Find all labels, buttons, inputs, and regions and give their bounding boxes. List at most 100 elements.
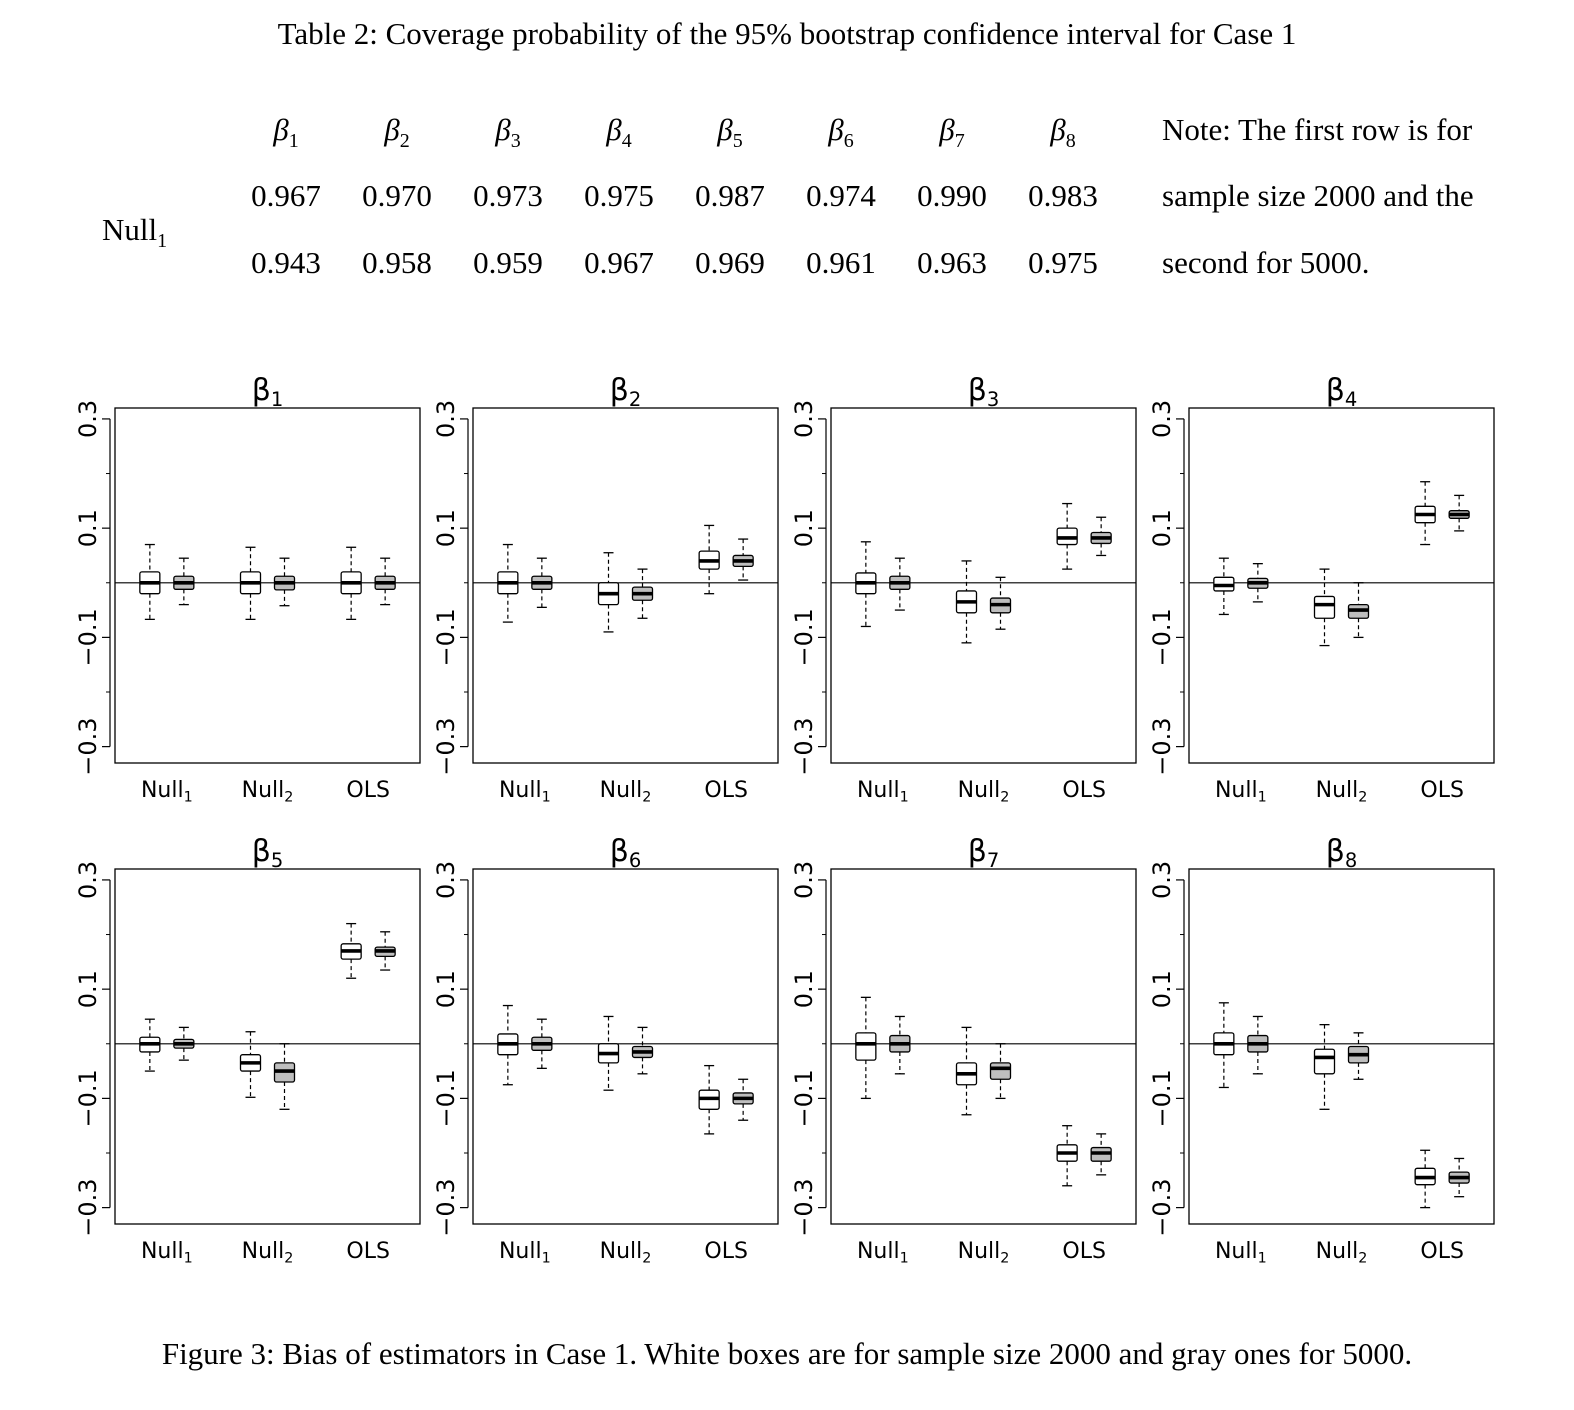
y-tick-label: 0.3	[74, 400, 102, 438]
x-category-label: OLS	[1062, 778, 1106, 803]
box-5000	[989, 576, 1012, 630]
x-category-label: Null1	[857, 1239, 909, 1266]
y-tick-label: −0.3	[790, 1178, 818, 1236]
box-iqr	[989, 1062, 1012, 1080]
table-header-cell: β5	[717, 112, 743, 153]
boxplot-panel: β6 0.3 0.1 −0.1 −0.3 Null1 Null2 OLS	[432, 834, 779, 1266]
box-2000	[955, 1026, 978, 1116]
box-2000	[1414, 1149, 1436, 1209]
y-tick-label: 0.1	[74, 970, 102, 1008]
y-tick-label: −0.1	[1148, 608, 1176, 666]
box-5000	[1247, 1015, 1269, 1075]
box-iqr	[1313, 1048, 1336, 1075]
panel-title: β2	[610, 373, 642, 411]
y-tick-label: 0.3	[432, 400, 460, 438]
x-category-label: OLS	[346, 1239, 390, 1264]
y-tick-label: 0.3	[1148, 861, 1176, 899]
table-header-cell: β1	[273, 112, 299, 153]
box-2000	[1213, 1002, 1235, 1089]
y-tick-label: −0.1	[74, 608, 102, 666]
box-2000	[340, 922, 362, 979]
table-header-cell: β2	[384, 112, 410, 153]
table-cell: 0.969	[695, 245, 765, 280]
y-tick-label: −0.1	[1148, 1069, 1176, 1127]
box-5000	[732, 1078, 754, 1121]
boxplot-panel: β8 0.3 0.1 −0.1 −0.3 Null1 Null2 OLS	[1148, 834, 1495, 1266]
box-5000	[273, 1043, 296, 1110]
x-category-label: OLS	[1062, 1239, 1106, 1264]
table-cell: 0.973	[473, 178, 543, 213]
box-2000	[340, 546, 362, 621]
box-5000	[631, 568, 654, 619]
panel-frame	[1188, 407, 1495, 764]
y-tick-label: 0.3	[74, 861, 102, 899]
box-5000	[273, 557, 296, 607]
box-2000	[597, 552, 620, 633]
table-cell: 0.987	[695, 178, 765, 213]
table-cell: 0.943	[251, 245, 321, 280]
box-2000	[497, 543, 519, 623]
box-2000	[1313, 1024, 1336, 1110]
panel-title: β8	[1326, 834, 1358, 872]
box-iqr	[855, 1032, 877, 1061]
table-cell: 0.958	[362, 245, 432, 280]
box-2000	[139, 543, 161, 621]
box-2000	[597, 1015, 620, 1091]
table-cell: 0.975	[584, 178, 654, 213]
y-tick-label: −0.1	[74, 1069, 102, 1127]
x-category-label: Null2	[1316, 778, 1368, 805]
boxplot-panel: β7 0.3 0.1 −0.1 −0.3 Null1 Null2 OLS	[790, 834, 1137, 1266]
y-tick-label: −0.3	[1148, 1178, 1176, 1236]
table-note-line: Note: The first row is for	[1162, 112, 1473, 147]
box-2000	[497, 1004, 519, 1086]
y-tick-label: 0.3	[432, 861, 460, 899]
boxplot-panel: β3 0.3 0.1 −0.1 −0.3 Null1 Null2 OLS	[790, 373, 1137, 805]
table-cell: 0.975	[1028, 245, 1098, 280]
box-5000	[1448, 494, 1470, 532]
y-tick-label: 0.3	[1148, 400, 1176, 438]
panel-frame	[472, 868, 779, 1225]
table-cell: 0.967	[584, 245, 654, 280]
table-header-cell: β3	[495, 112, 521, 153]
boxplot-panel: β2 0.3 0.1 −0.1 −0.3 Null1 Null2 OLS	[432, 373, 779, 805]
box-2000	[698, 524, 720, 595]
y-tick-label: −0.1	[790, 1069, 818, 1127]
box-5000	[173, 557, 195, 606]
y-tick-label: −0.1	[790, 608, 818, 666]
table-cell: 0.983	[1028, 178, 1098, 213]
box-5000	[732, 538, 754, 581]
box-2000	[1056, 1125, 1078, 1187]
x-category-label: Null2	[242, 1239, 294, 1266]
x-category-label: OLS	[346, 778, 390, 803]
box-2000	[1213, 557, 1235, 616]
box-5000	[1448, 1157, 1470, 1198]
y-tick-label: 0.3	[790, 400, 818, 438]
panel-title: β1	[252, 373, 284, 411]
table-cell: 0.961	[806, 245, 876, 280]
panel-frame	[830, 868, 1137, 1225]
x-category-label: OLS	[1420, 1239, 1464, 1264]
box-5000	[374, 557, 396, 606]
panel-title: β4	[1326, 373, 1358, 411]
table-caption: Table 2: Coverage probability of the 95%…	[277, 16, 1297, 51]
table-cell: 0.967	[251, 178, 321, 213]
x-category-label: Null1	[141, 1239, 193, 1266]
x-category-label: OLS	[704, 1239, 748, 1264]
panel-frame	[114, 407, 421, 764]
box-5000	[889, 1015, 911, 1075]
y-tick-label: −0.3	[790, 717, 818, 775]
box-2000	[239, 1031, 262, 1098]
box-2000	[139, 1018, 161, 1072]
x-category-label: Null1	[141, 778, 193, 805]
box-5000	[889, 557, 911, 611]
table-cell: 0.990	[917, 178, 987, 213]
x-category-label: OLS	[1420, 778, 1464, 803]
y-tick-label: −0.3	[1148, 717, 1176, 775]
box-2000	[1414, 481, 1436, 546]
y-tick-label: −0.3	[74, 1178, 102, 1236]
boxplot-panel: β5 0.3 0.1 −0.1 −0.3 Null1 Null2 OLS	[74, 834, 421, 1266]
table-note-line: sample size 2000 and the	[1162, 178, 1474, 213]
table-row-label: Null1	[102, 212, 168, 253]
box-2000	[698, 1064, 720, 1135]
y-tick-label: −0.1	[432, 608, 460, 666]
